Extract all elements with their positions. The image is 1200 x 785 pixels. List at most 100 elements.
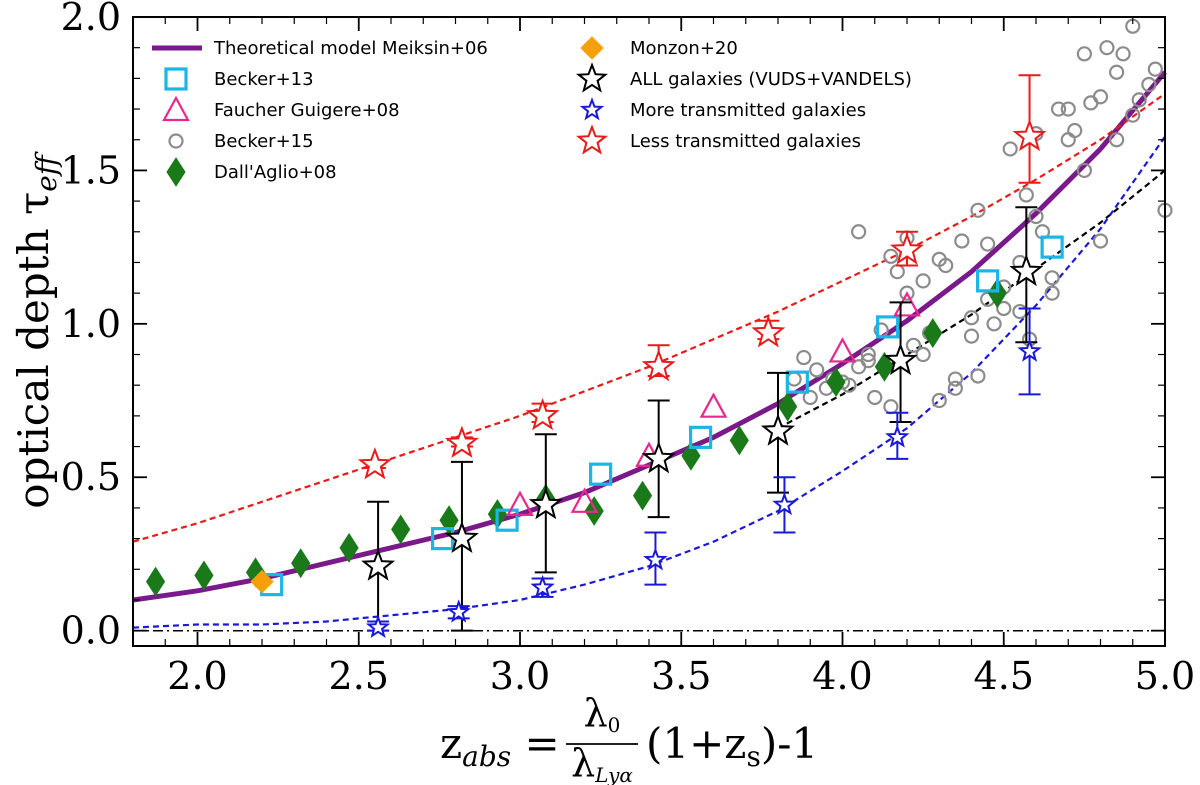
all-star xyxy=(641,440,676,474)
less-star xyxy=(641,348,676,382)
becker15-point xyxy=(1060,132,1076,148)
more-star xyxy=(365,614,391,639)
legend-marker-more xyxy=(579,97,605,121)
less-star xyxy=(444,425,479,458)
becker15-point xyxy=(931,251,947,267)
legend-label-becker15: Becker+15 xyxy=(214,131,314,152)
becker15-point xyxy=(883,248,899,264)
becker15-point xyxy=(809,362,825,378)
dallaglio-point xyxy=(923,318,943,348)
y-tick-label: 1.5 xyxy=(61,148,121,192)
legend-label-less: Less transmitted galaxies xyxy=(630,131,861,152)
becker13-point xyxy=(1040,235,1064,259)
becker15-point xyxy=(1044,270,1060,286)
monzon-point xyxy=(250,569,274,594)
becker15-point xyxy=(1109,132,1125,148)
becker15-point xyxy=(996,300,1012,317)
dallaglio-point xyxy=(194,560,214,591)
fit-line-all-2 xyxy=(777,169,1166,430)
dallaglio-point xyxy=(729,425,749,456)
legend-label-becker13: Becker+13 xyxy=(214,69,314,90)
becker15-point xyxy=(860,353,876,369)
faucher-point xyxy=(828,337,857,363)
becker15-point xyxy=(1060,101,1076,117)
becker15-point xyxy=(947,380,963,396)
legend-label-dallaglio: Dall'Aglio+08 xyxy=(214,162,337,183)
all-star xyxy=(883,342,918,376)
becker13-point xyxy=(976,269,1000,293)
becker15-point xyxy=(1125,107,1141,123)
becker15-point xyxy=(980,236,996,252)
faucher-point xyxy=(699,392,728,418)
legend-marker-less xyxy=(575,124,609,155)
legend-label-more: More transmitted galaxies xyxy=(630,100,866,121)
y-tick-label: 0.5 xyxy=(61,455,121,499)
becker15-point xyxy=(796,349,812,366)
becker15-point xyxy=(905,337,922,353)
dallaglio-point xyxy=(874,351,895,382)
legend-marker-monzon xyxy=(580,36,604,60)
becker15-point xyxy=(1018,187,1034,203)
legend-marker-dallaglio xyxy=(166,157,186,187)
becker15-point xyxy=(1076,46,1092,62)
all-star xyxy=(444,520,479,554)
becker15-point xyxy=(954,233,970,249)
becker13-point xyxy=(495,508,519,532)
x-tick-label: 4.0 xyxy=(812,654,872,698)
more-star xyxy=(772,492,797,516)
dallaglio-point xyxy=(826,367,846,398)
more-star xyxy=(530,574,555,599)
becker15-point xyxy=(1028,208,1044,225)
becker15-point xyxy=(963,328,980,344)
less-star xyxy=(357,447,392,480)
becker15-point xyxy=(1147,61,1163,77)
becker15-point xyxy=(1131,92,1147,108)
x-tick-label: 2.0 xyxy=(167,654,227,698)
becker15-point xyxy=(1050,101,1067,117)
dallaglio-point xyxy=(291,548,311,579)
y-tick-label: 0.0 xyxy=(61,609,121,653)
x-tick-label: 2.5 xyxy=(329,654,389,698)
legend: Theoretical model Meiksin+06 Becker+13 Fau… xyxy=(152,36,912,187)
x-axis-label: zabs = xyxy=(440,719,560,773)
becker15-point xyxy=(970,202,986,218)
becker15-point xyxy=(851,224,867,240)
x-tick-label: 5.0 xyxy=(1135,654,1195,698)
legend-marker-all xyxy=(575,62,609,93)
becker15-point xyxy=(970,368,986,384)
more-star xyxy=(446,599,471,623)
plot-background xyxy=(133,17,1165,646)
faucher-point xyxy=(506,490,534,516)
legend-marker-faucher xyxy=(162,95,190,122)
legend-label-model: Theoretical model Meiksin+06 xyxy=(213,38,488,59)
dallaglio-point xyxy=(632,480,653,511)
becker13-point xyxy=(688,425,713,449)
becker15-point xyxy=(1076,162,1092,179)
legend-label-all: ALL galaxies (VUDS+VANDELS) xyxy=(630,69,912,90)
becker15-point xyxy=(1099,40,1115,56)
x-tick-label: 3.5 xyxy=(651,654,711,698)
dallaglio-point xyxy=(391,514,411,545)
x-label-fraction-numerator: λ0 xyxy=(584,691,621,737)
becker15-point xyxy=(986,316,1002,332)
dallaglio-point xyxy=(339,532,359,563)
less-star xyxy=(1012,118,1047,152)
y-tick-label: 2.0 xyxy=(61,0,121,39)
y-axis-label: optical depth τeff xyxy=(9,151,63,509)
becker15-point xyxy=(1092,89,1109,105)
becker13-point xyxy=(785,370,809,394)
all-star xyxy=(760,413,796,446)
becker15-point xyxy=(931,392,947,409)
fit-line-more-3 xyxy=(132,136,1166,629)
becker15-point xyxy=(1092,233,1109,249)
becker13-point xyxy=(589,462,613,486)
becker13-point xyxy=(876,315,900,339)
more-star xyxy=(643,547,668,571)
less-star xyxy=(525,398,560,431)
more-star xyxy=(1017,338,1042,362)
becker15-point xyxy=(899,285,915,301)
becker15-point xyxy=(802,389,818,406)
dallaglio-point xyxy=(145,566,166,597)
